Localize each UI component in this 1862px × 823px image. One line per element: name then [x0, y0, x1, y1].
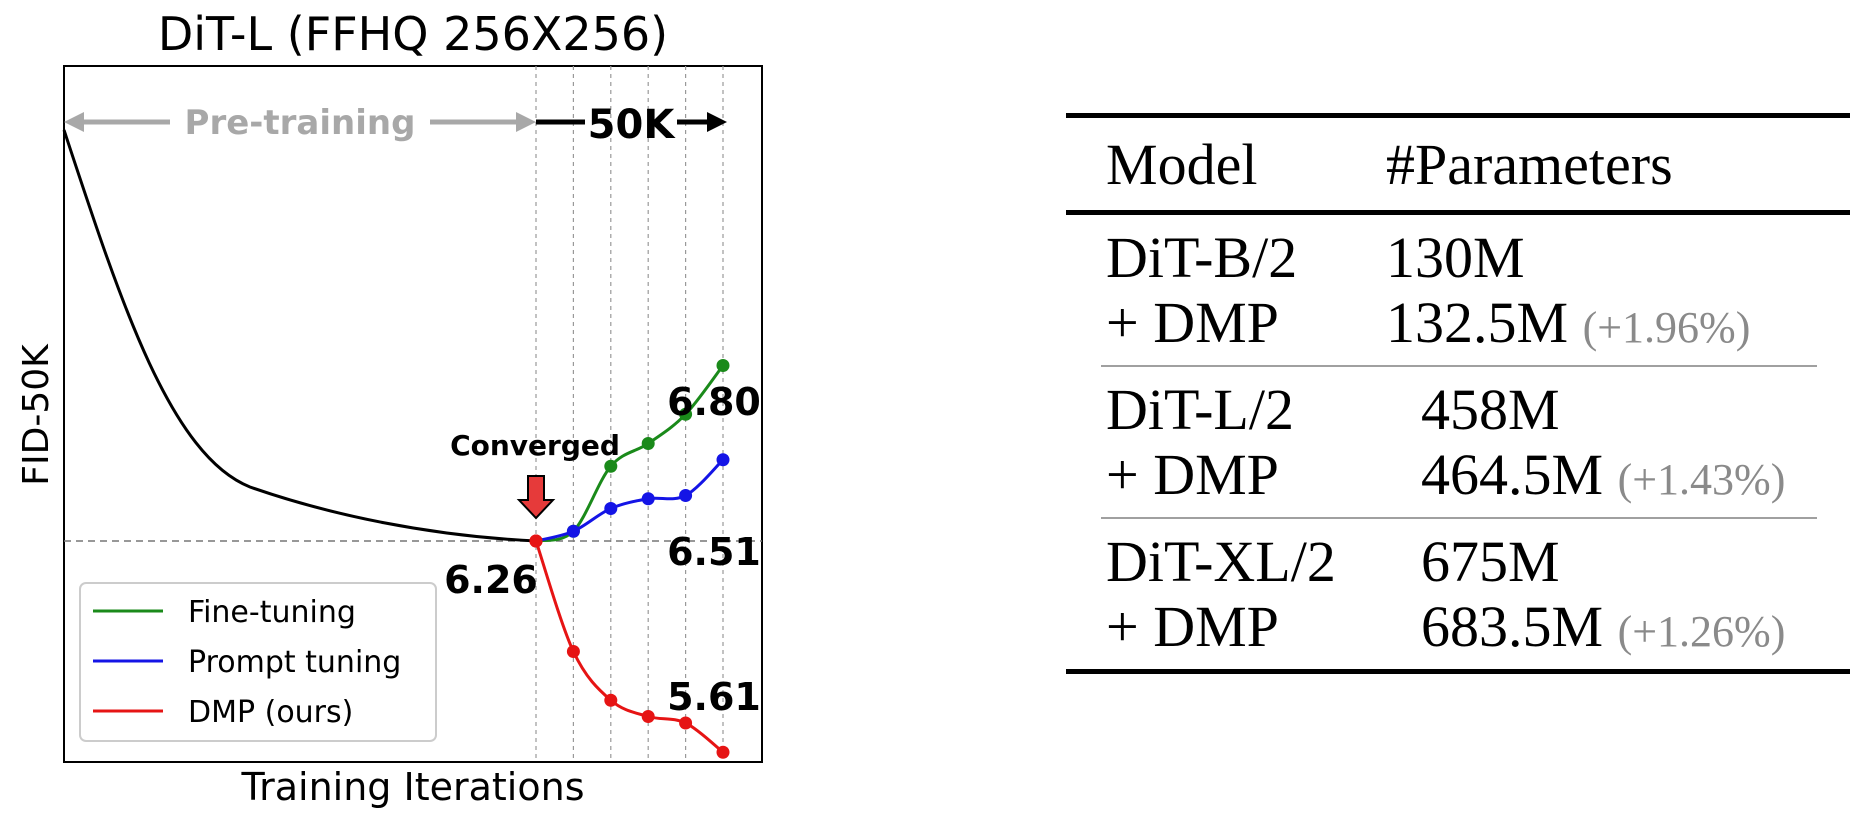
table-header: Model #Parameters	[1066, 118, 1850, 215]
table-row: DiT-L/2 458M	[1101, 377, 1817, 442]
data-point-prompt-tuning	[716, 453, 730, 467]
legend-label-finetuning: Fine-tuning	[188, 595, 356, 630]
x-axis-label: Training Iterations	[240, 765, 584, 809]
model-cell: DiT-L/2	[1106, 377, 1294, 442]
data-point-dmp	[641, 710, 655, 723]
fid-chart: DiT-L (FFHQ 256X256) FID-50K Training It…	[16, 7, 763, 809]
model-cell: DiT-B/2	[1106, 225, 1298, 290]
data-point-prompt-tuning	[566, 524, 580, 538]
parameters-cell: 464.5M (+1.43%)	[1421, 441, 1785, 508]
model-cell: + DMP	[1106, 594, 1279, 659]
data-point-finetuning	[716, 359, 730, 372]
pretraining-curve	[62, 129, 537, 543]
parameters-cell: 132.5M (+1.96%)	[1386, 289, 1750, 356]
data-point-dmp	[566, 645, 580, 658]
legend-label-dmp: DMP (ours)	[188, 695, 353, 730]
converged-value-label: 6.26	[444, 558, 538, 602]
legend: Fine-tuning Prompt tuning DMP (ours)	[79, 582, 437, 742]
parameters-table: Model #Parameters DiT-B/2 130M + DMP 132.5M…	[1066, 113, 1850, 674]
model-cell: DiT-XL/2	[1106, 529, 1336, 594]
header-parameters: #Parameters	[1386, 131, 1673, 197]
parameters-delta: (+1.43%)	[1617, 455, 1786, 504]
table-group: DiT-B/2 130M + DMP 132.5M (+1.96%)	[1066, 215, 1850, 365]
table-group: DiT-L/2 458M + DMP 464.5M (+1.43%)	[1101, 365, 1817, 517]
parameters-cell: 683.5M (+1.26%)	[1421, 593, 1785, 660]
legend-label-prompt: Prompt tuning	[188, 645, 401, 680]
data-point-prompt-tuning	[679, 489, 693, 502]
y-axis-label: FID-50K	[16, 343, 57, 486]
data-point-dmp	[716, 745, 730, 759]
dmp-end-label: 5.61	[667, 675, 761, 719]
table-row: DiT-B/2 130M	[1066, 225, 1850, 290]
data-point-finetuning	[641, 437, 655, 450]
model-cell: + DMP	[1106, 442, 1279, 507]
parameters-cell: 458M	[1421, 376, 1560, 443]
parameters-value: 130M	[1386, 225, 1525, 290]
parameters-value: 132.5M	[1386, 290, 1569, 355]
parameters-cell: 675M	[1421, 528, 1560, 595]
table-body: DiT-B/2 130M + DMP 132.5M (+1.96%) DiT-L/2 45…	[1066, 215, 1850, 669]
table-row: + DMP 683.5M (+1.26%)	[1101, 594, 1817, 659]
table-row: + DMP 464.5M (+1.43%)	[1101, 442, 1817, 507]
parameters-value: 464.5M	[1421, 442, 1604, 507]
parameters-delta: (+1.26%)	[1617, 607, 1786, 656]
converged-arrow-icon	[516, 475, 556, 520]
series-layer	[529, 359, 730, 759]
table-row: + DMP 132.5M (+1.96%)	[1066, 290, 1850, 355]
data-point-dmp	[529, 534, 543, 548]
parameters-value: 683.5M	[1421, 594, 1604, 659]
series-line-prompt-tuning	[535, 458, 725, 543]
header-model: Model	[1106, 131, 1258, 197]
finetune-span-label: 50K	[588, 102, 677, 148]
data-point-finetuning	[679, 407, 693, 421]
legend-box	[79, 582, 437, 742]
converged-label: Converged	[450, 429, 620, 462]
model-cell: + DMP	[1106, 290, 1279, 355]
chart-title: DiT-L (FFHQ 256X256)	[158, 7, 668, 61]
parameters-value: 458M	[1421, 377, 1560, 442]
plot-frame	[63, 65, 763, 763]
pretraining-arrow	[64, 112, 536, 132]
finetune-span-arrow	[536, 112, 727, 132]
prompt-end-label: 6.51	[667, 530, 761, 574]
data-point-dmp	[604, 693, 618, 707]
finetune-end-label: 6.80	[667, 380, 761, 424]
table-group: DiT-XL/2 675M + DMP 683.5M (+1.26%)	[1101, 517, 1817, 669]
pretraining-label: Pre-training	[185, 103, 416, 143]
parameters-delta: (+1.96%)	[1582, 303, 1751, 352]
table-row: DiT-XL/2 675M	[1101, 529, 1817, 594]
parameters-cell: 130M	[1386, 224, 1525, 291]
parameters-value: 675M	[1421, 529, 1560, 594]
data-point-prompt-tuning	[641, 492, 655, 506]
data-point-dmp	[679, 716, 693, 730]
data-point-prompt-tuning	[604, 502, 618, 515]
data-point-finetuning	[604, 459, 618, 473]
